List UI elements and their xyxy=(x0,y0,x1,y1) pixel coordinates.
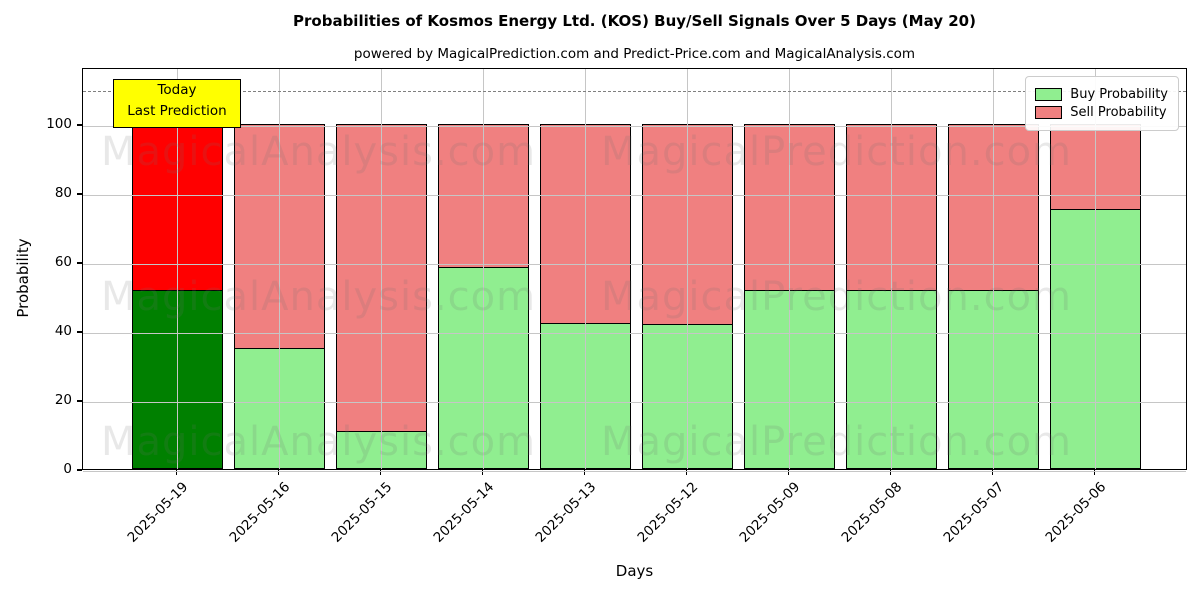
x-tick-mark xyxy=(481,470,484,475)
sell-swatch-icon xyxy=(1035,106,1063,119)
x-tick-mark xyxy=(787,470,790,475)
x-gridline xyxy=(279,69,280,469)
x-gridline xyxy=(891,69,892,469)
plot-area: MagicalAnalysis.comMagicalPrediction.com… xyxy=(82,68,1187,472)
x-gridline xyxy=(687,69,688,469)
x-tick-mark xyxy=(583,470,586,475)
legend-label-sell: Sell Probability xyxy=(1070,105,1167,120)
today-annotation-line1: Today xyxy=(157,82,197,98)
x-tick-mark xyxy=(175,470,178,475)
x-gridline xyxy=(789,69,790,469)
y-tick-label: 40 xyxy=(54,322,72,339)
x-tick-mark xyxy=(379,470,382,475)
legend-label-buy: Buy Probability xyxy=(1070,87,1168,102)
today-annotation: Today Last Prediction xyxy=(113,79,241,128)
legend: Buy Probability Sell Probability xyxy=(1025,76,1179,131)
x-gridline xyxy=(483,69,484,469)
y-tick-mark xyxy=(77,193,82,195)
x-gridline xyxy=(177,69,178,469)
chart-subtitle: powered by MagicalPrediction.com and Pre… xyxy=(353,46,916,62)
x-tick-mark xyxy=(685,470,688,475)
threshold-dashed-line xyxy=(83,91,1186,93)
y-tick-mark xyxy=(77,262,82,264)
x-gridline xyxy=(1095,69,1096,469)
y-tick-label: 0 xyxy=(63,461,72,477)
y-tick-label: 20 xyxy=(54,391,72,408)
y-gridline xyxy=(83,332,1186,334)
y-axis-label: Probability xyxy=(14,238,32,318)
y-gridline xyxy=(83,401,1186,403)
y-tick-mark xyxy=(77,124,82,126)
x-tick-mark xyxy=(277,470,280,475)
y-tick-label: 100 xyxy=(46,115,72,132)
y-tick-label: 80 xyxy=(54,184,72,201)
y-tick-mark xyxy=(77,400,82,402)
y-gridline xyxy=(83,471,1186,472)
y-tick-label: 60 xyxy=(54,253,72,270)
legend-item-buy: Buy Probability xyxy=(1035,87,1168,102)
x-tick-mark xyxy=(1093,470,1096,475)
y-gridline xyxy=(83,125,1186,127)
y-tick-mark xyxy=(77,331,82,333)
x-gridline xyxy=(381,69,382,469)
buy-swatch-icon xyxy=(1035,88,1063,101)
x-tick-mark xyxy=(991,470,994,475)
x-gridline xyxy=(993,69,994,469)
x-axis-label: Days xyxy=(615,562,654,580)
y-tick-mark xyxy=(77,469,82,471)
y-gridline xyxy=(83,263,1186,265)
x-gridline xyxy=(585,69,586,469)
legend-item-sell: Sell Probability xyxy=(1035,105,1168,120)
x-tick-mark xyxy=(889,470,892,475)
chart-title: Probabilities of Kosmos Energy Ltd. (KOS… xyxy=(293,12,976,30)
y-gridline xyxy=(83,194,1186,196)
today-annotation-line2: Last Prediction xyxy=(127,102,227,119)
